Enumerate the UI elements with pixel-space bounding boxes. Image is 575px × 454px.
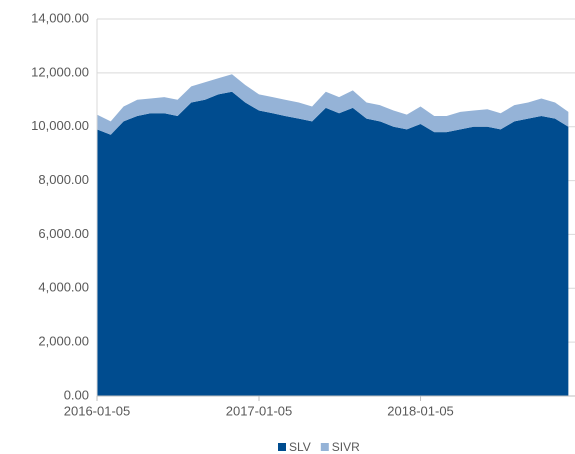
y-tick-label: 8,000.00 [38,172,89,187]
y-tick-label: 4,000.00 [38,280,89,295]
y-tick-label: 10,000.00 [31,118,89,133]
legend-swatch [278,443,286,451]
y-tick-label: 14,000.00 [31,10,89,25]
y-tick-label: 0.00 [64,387,89,402]
x-tick-label: 2017-01-05 [226,403,293,418]
y-tick-label: 12,000.00 [31,64,89,79]
legend-label: SLV [289,440,311,454]
y-tick-label: 2,000.00 [38,334,89,349]
y-tick-label: 6,000.00 [38,226,89,241]
legend-label: SIVR [332,440,360,454]
area [97,91,569,396]
legend-swatch [320,443,329,451]
area [97,74,569,135]
x-tick-label: 2018-01-05 [387,403,454,418]
x-tick-label: 2016-01-05 [64,403,131,418]
